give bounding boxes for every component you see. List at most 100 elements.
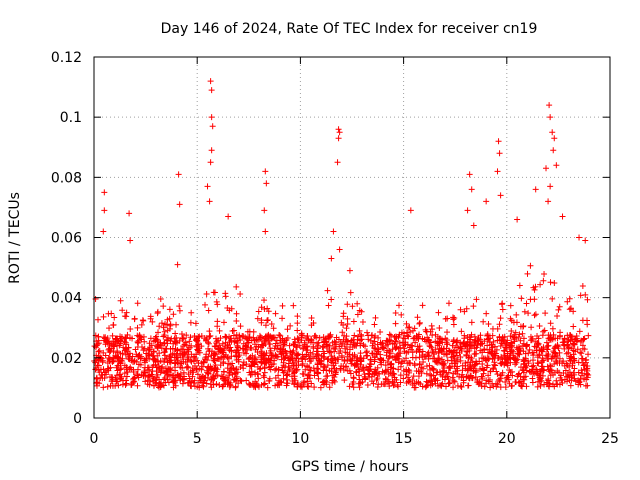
data-point — [418, 370, 425, 377]
data-point — [501, 361, 508, 368]
data-point — [170, 311, 177, 318]
data-point — [121, 347, 128, 354]
data-point — [126, 210, 133, 217]
data-point — [499, 306, 506, 313]
data-point — [157, 296, 164, 303]
y-tick-label: 0.1 — [60, 110, 82, 126]
data-point — [269, 361, 276, 368]
data-point — [491, 361, 498, 368]
data-point — [110, 321, 117, 328]
data-point — [295, 339, 302, 346]
data-point — [220, 359, 227, 366]
data-point — [321, 381, 328, 388]
data-point — [171, 354, 178, 361]
data-point — [479, 375, 486, 382]
data-point — [403, 368, 410, 375]
data-point — [581, 361, 588, 368]
data-point — [237, 336, 244, 343]
data-point — [356, 327, 363, 334]
data-point — [540, 366, 547, 373]
data-point — [577, 292, 584, 299]
data-point — [134, 366, 141, 373]
data-point — [412, 384, 419, 391]
data-point — [204, 369, 211, 376]
data-point — [306, 372, 313, 379]
data-point — [528, 366, 535, 373]
data-point — [409, 349, 416, 356]
data-point — [570, 308, 577, 315]
data-point — [344, 315, 351, 322]
data-point — [199, 382, 206, 389]
data-point — [531, 312, 538, 319]
data-point — [391, 341, 398, 348]
data-point — [382, 376, 389, 383]
data-point — [561, 362, 568, 369]
data-point — [371, 321, 378, 328]
data-point — [238, 378, 245, 385]
data-point — [281, 337, 288, 344]
data-point — [270, 325, 277, 332]
data-point — [473, 367, 480, 374]
data-point — [392, 320, 399, 327]
data-point — [460, 340, 467, 347]
data-point — [450, 348, 457, 355]
data-point — [414, 314, 421, 321]
data-point — [101, 189, 108, 196]
data-point — [343, 325, 350, 332]
data-point — [268, 320, 275, 327]
data-point — [402, 341, 409, 348]
data-point — [416, 319, 423, 326]
data-point — [263, 180, 270, 187]
data-point — [419, 383, 426, 390]
data-point — [154, 338, 161, 345]
data-point — [346, 367, 353, 374]
data-point — [508, 327, 515, 334]
data-point — [337, 348, 344, 355]
data-point — [160, 303, 167, 310]
data-point — [521, 361, 528, 368]
data-point — [162, 379, 169, 386]
data-point — [262, 334, 269, 341]
data-point — [203, 291, 210, 298]
data-point — [305, 383, 312, 390]
data-point — [564, 378, 571, 385]
data-point — [328, 296, 335, 303]
data-point — [193, 351, 200, 358]
data-point — [503, 342, 510, 349]
data-point — [467, 359, 474, 366]
data-point — [209, 376, 216, 383]
data-point — [428, 372, 435, 379]
data-point — [459, 367, 466, 374]
data-point — [429, 381, 436, 388]
data-point — [548, 355, 555, 362]
data-point — [471, 351, 478, 358]
data-point — [187, 319, 194, 326]
data-point — [581, 366, 588, 373]
data-point — [421, 336, 428, 343]
data-point — [529, 335, 536, 342]
data-point — [463, 305, 470, 312]
data-point — [144, 364, 151, 371]
data-point — [228, 347, 235, 354]
data-point — [494, 168, 501, 175]
data-point — [161, 349, 168, 356]
data-point — [495, 138, 502, 145]
data-point — [368, 373, 375, 380]
data-point — [294, 383, 301, 390]
data-point — [508, 340, 515, 347]
data-point — [171, 335, 178, 342]
data-point — [525, 360, 532, 367]
data-point — [485, 321, 492, 328]
data-point — [464, 207, 471, 214]
data-point — [356, 376, 363, 383]
data-point — [442, 374, 449, 381]
data-point — [127, 237, 134, 244]
data-point — [117, 333, 124, 340]
data-point — [179, 334, 186, 341]
data-point — [534, 342, 541, 349]
data-point — [450, 384, 457, 391]
data-point — [104, 359, 111, 366]
y-tick-label: 0 — [73, 411, 82, 427]
data-point — [576, 234, 583, 241]
data-point — [551, 135, 558, 142]
